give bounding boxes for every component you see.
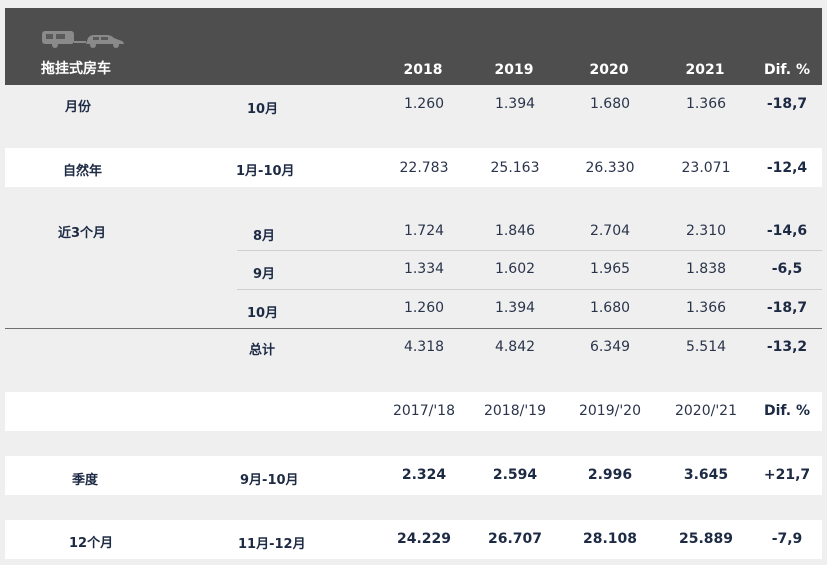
cell-value: 1.366	[685, 300, 727, 316]
cell-dif: -14,6	[766, 223, 808, 239]
cell-value: 2.594	[492, 467, 538, 483]
cell-dif: +21,7	[763, 467, 811, 483]
cell-value: 2.996	[587, 467, 633, 483]
cell-value: 22.783	[399, 160, 449, 176]
cell-dif: -6,5	[771, 261, 803, 277]
row-band	[5, 148, 822, 187]
caravan-car-icon	[42, 31, 124, 48]
table-title: 拖挂式房车	[41, 61, 111, 77]
row-band	[5, 520, 822, 559]
cell-value: 6.349	[589, 339, 631, 355]
row-sublabel: 总计	[249, 343, 276, 358]
season-col-dif: Dif. %	[764, 403, 810, 419]
cell-value: 24.229	[396, 531, 452, 547]
row-label: 自然年	[63, 164, 103, 179]
col-dif: Dif. %	[764, 62, 810, 78]
row-label: 月份	[65, 100, 92, 115]
row-sublabel: 11月-12月	[238, 537, 306, 552]
cell-value: 26.707	[487, 531, 543, 547]
cell-value: 1.680	[589, 300, 631, 316]
cell-value: 1.838	[685, 261, 727, 277]
season-col: 2017/'18	[392, 403, 455, 419]
table-header: 拖挂式房车 2018 2019 2020 2021 Dif. %	[5, 8, 822, 85]
season-col: 2020/'21	[674, 403, 737, 419]
row-divider	[237, 289, 822, 290]
cell-dif: -12,4	[766, 160, 808, 176]
vehicle-icons	[41, 28, 127, 54]
row-sublabel: 9月	[253, 267, 276, 282]
cell-value: 1.394	[494, 96, 536, 112]
cell-value: 2.324	[401, 467, 447, 483]
col-2018: 2018	[403, 62, 443, 78]
cell-value: 1.602	[494, 261, 536, 277]
cell-value: 1.965	[589, 261, 631, 277]
row-sublabel: 10月	[247, 102, 279, 117]
cell-value: 1.366	[685, 96, 727, 112]
total-divider	[5, 328, 822, 329]
cell-value: 1.846	[494, 223, 536, 239]
row-label: 12个月	[69, 536, 114, 551]
cell-dif: -7,9	[771, 531, 803, 547]
cell-value: 1.260	[403, 300, 445, 316]
col-2019: 2019	[494, 62, 534, 78]
cell-value: 1.724	[403, 223, 445, 239]
cell-value: 1.260	[403, 96, 445, 112]
row-sublabel: 9月-10月	[240, 473, 299, 488]
cell-value: 3.645	[683, 467, 729, 483]
row-sublabel: 8月	[253, 229, 276, 244]
row-sublabel: 1月-10月	[236, 164, 295, 179]
row-divider	[237, 250, 822, 251]
season-col: 2018/'19	[483, 403, 546, 419]
cell-value: 2.704	[589, 223, 631, 239]
cell-value: 1.680	[589, 96, 631, 112]
group-label: 近3个月	[58, 226, 107, 241]
cell-value: 1.334	[403, 261, 445, 277]
cell-value: 2.310	[685, 223, 727, 239]
cell-value: 25.163	[490, 160, 540, 176]
cell-value: 1.394	[494, 300, 536, 316]
cell-dif: -13,2	[766, 339, 808, 355]
row-label: 季度	[72, 473, 99, 488]
cell-value: 28.108	[582, 531, 638, 547]
cell-value: 4.842	[494, 339, 536, 355]
cell-value: 4.318	[403, 339, 445, 355]
col-2021: 2021	[685, 62, 725, 78]
cell-dif: -18,7	[766, 96, 808, 112]
cell-value: 25.889	[678, 531, 734, 547]
season-header-band	[5, 392, 822, 431]
row-band	[5, 456, 822, 495]
season-col: 2019/'20	[578, 403, 641, 419]
cell-value: 5.514	[685, 339, 727, 355]
cell-value: 23.071	[681, 160, 731, 176]
col-2020: 2020	[589, 62, 629, 78]
cell-value: 26.330	[585, 160, 635, 176]
row-sublabel: 10月	[247, 306, 279, 321]
cell-dif: -18,7	[766, 300, 808, 316]
